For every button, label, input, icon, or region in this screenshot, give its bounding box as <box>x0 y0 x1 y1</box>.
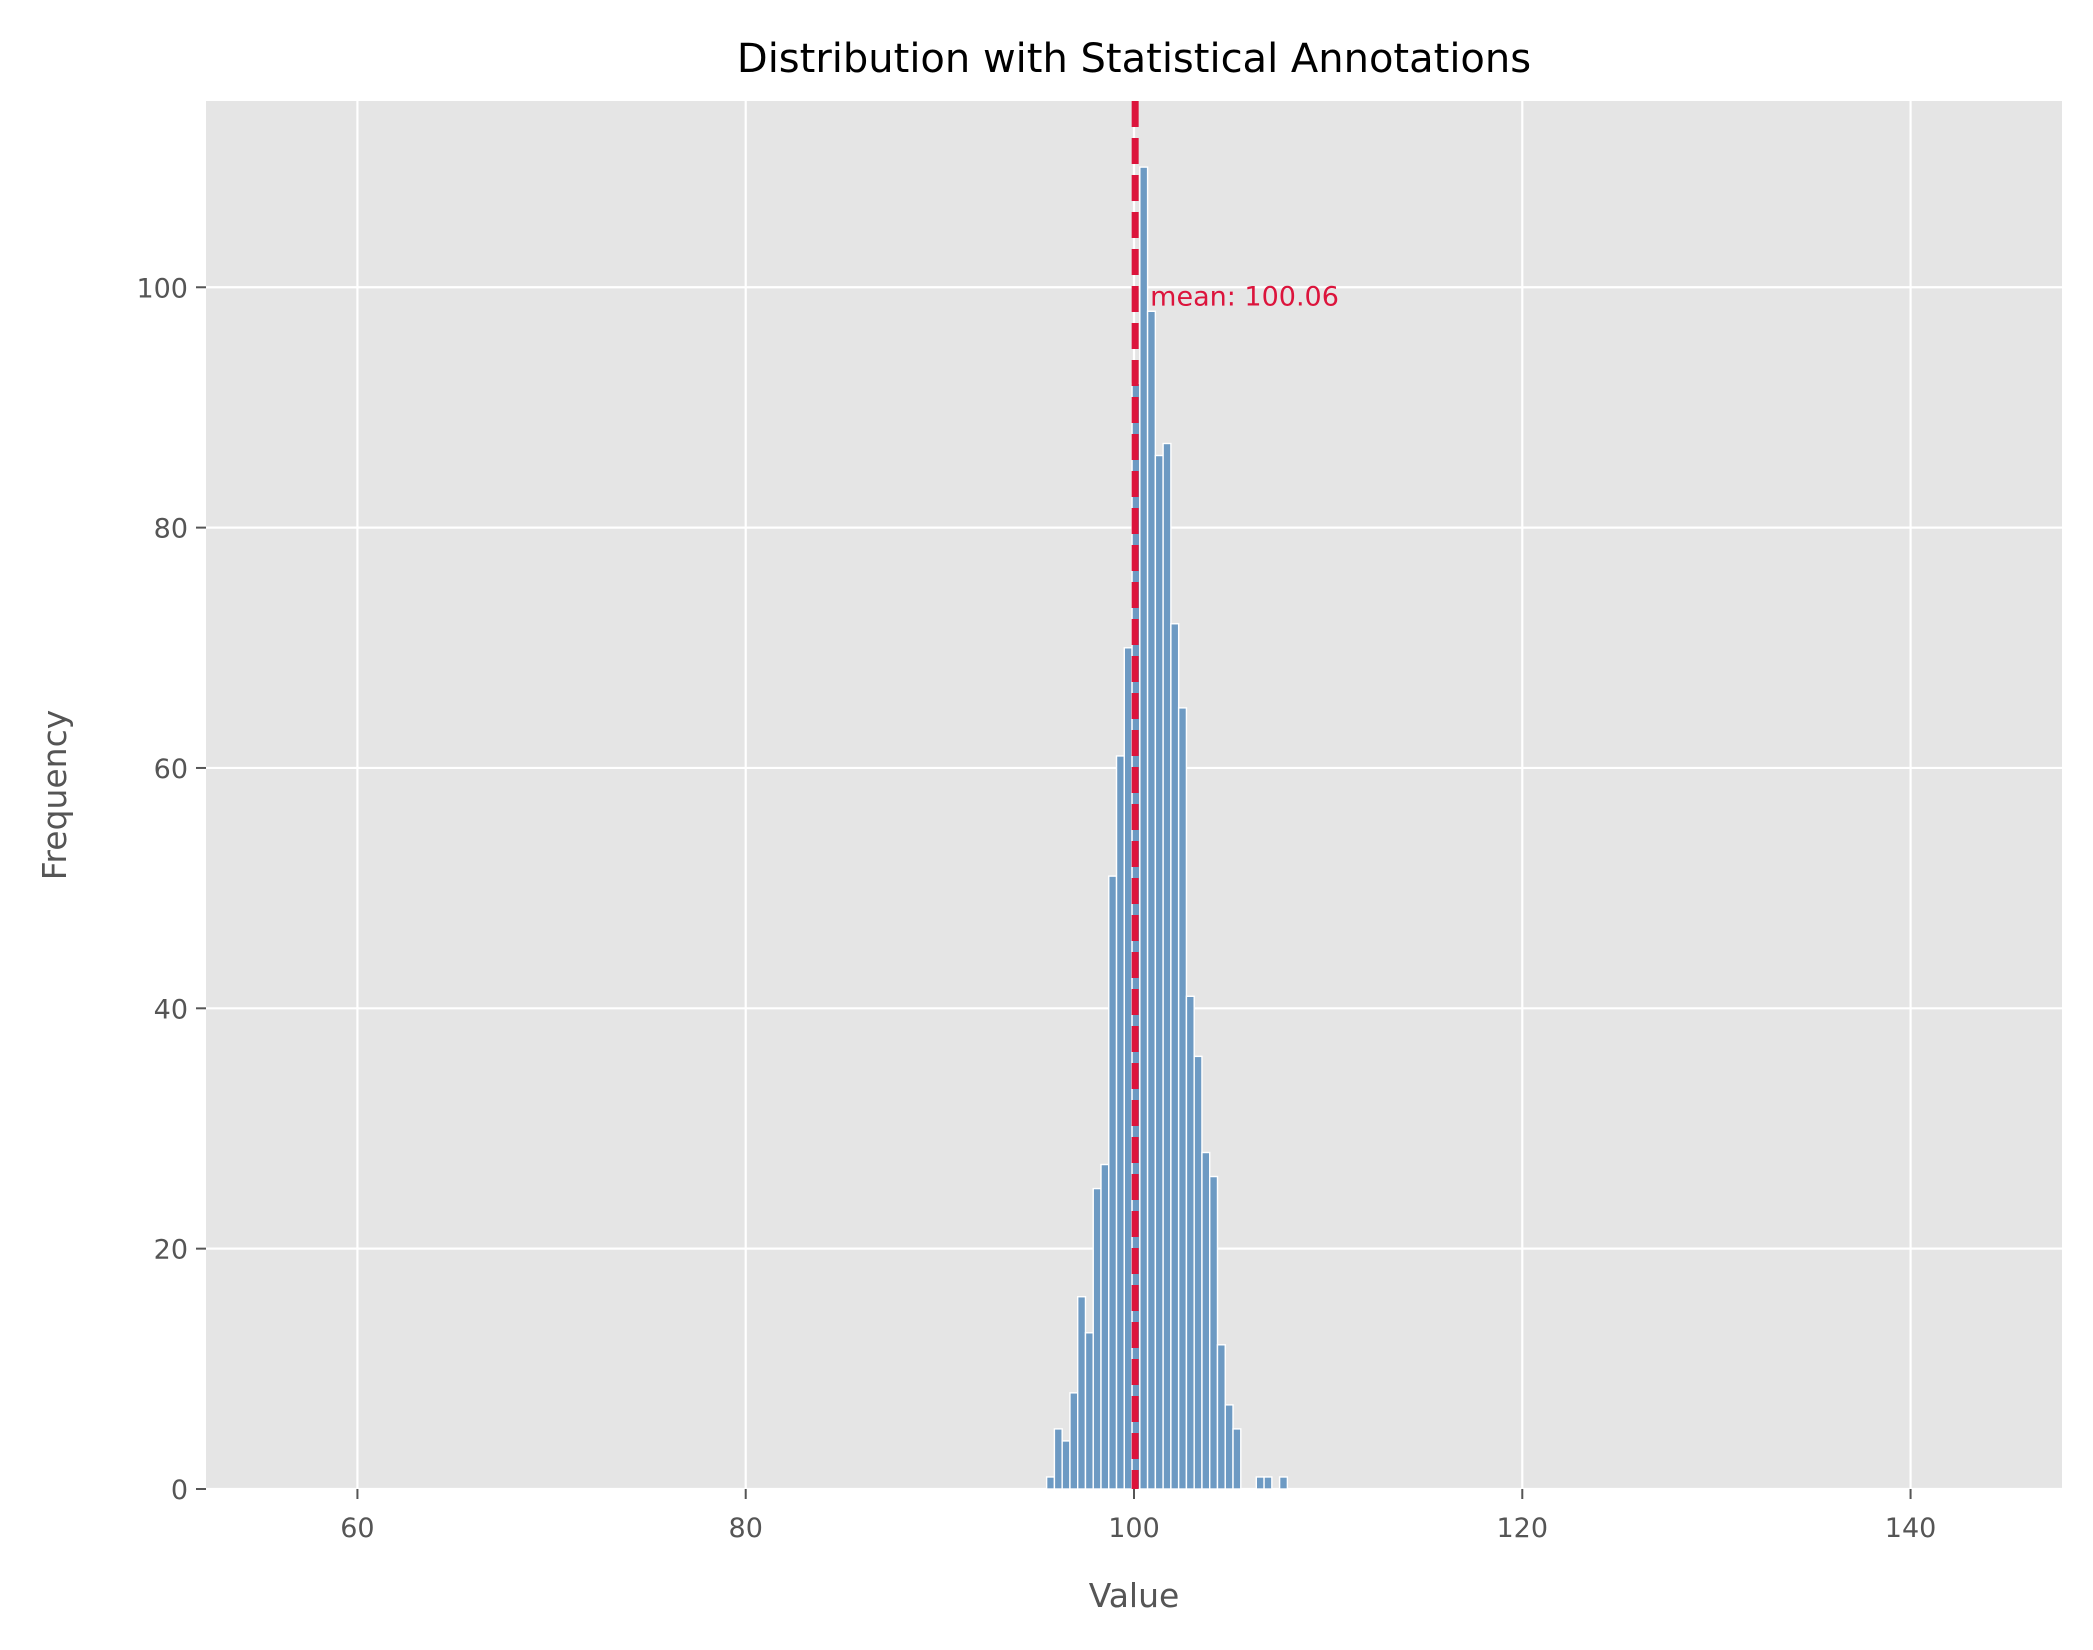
y-tick-label-0: 0 <box>171 1475 188 1506</box>
x-axis-label: Value <box>1089 1576 1180 1615</box>
histogram-bar <box>1108 875 1118 1490</box>
histogram-bar <box>1154 454 1164 1490</box>
y-tick-label-20: 20 <box>154 1235 188 1266</box>
histogram-bar <box>1232 1428 1242 1490</box>
histogram-bar <box>1278 1476 1289 1490</box>
x-tick-label-120: 120 <box>1497 1513 1549 1544</box>
histogram-bar <box>1100 1163 1110 1490</box>
x-tick-label-60: 60 <box>340 1513 374 1544</box>
histogram-bar <box>1146 310 1157 1490</box>
histogram-bar <box>1115 755 1125 1490</box>
histogram-bars <box>1045 166 1289 1490</box>
histogram-bar <box>1123 647 1133 1490</box>
histogram-bar <box>1061 1440 1071 1490</box>
histogram-bar <box>1045 1476 1056 1490</box>
histogram-bar <box>1185 995 1195 1490</box>
histogram-bar <box>1216 1344 1226 1490</box>
mean-label: mean: 100.06 <box>1150 281 1339 312</box>
y-tick-label-80: 80 <box>154 514 188 545</box>
x-tick-label-100: 100 <box>1108 1513 1160 1544</box>
histogram-bar <box>1170 623 1180 1490</box>
y-axis-label: Frequency <box>35 710 74 880</box>
y-tick-label-100: 100 <box>136 273 188 304</box>
histogram-bar <box>1201 1151 1211 1490</box>
histogram-bar <box>1076 1296 1087 1490</box>
y-tick-label-60: 60 <box>154 754 188 785</box>
mean-annotation: mean: 100.06 <box>1131 101 1339 1489</box>
histogram-bar <box>1139 166 1149 1490</box>
axis-ticks: 60 80 100 120 140 0 20 40 60 80 100 <box>136 273 1936 1544</box>
histogram-bar <box>1255 1476 1265 1490</box>
histogram-bar <box>1263 1476 1273 1490</box>
histogram-bar <box>1209 1175 1219 1490</box>
histogram-bar <box>1069 1392 1079 1490</box>
chart-title: Distribution with Statistical Annotation… <box>737 36 1531 82</box>
histogram-bar <box>1193 1055 1203 1490</box>
histogram-bar <box>1053 1428 1063 1490</box>
x-tick-label-140: 140 <box>1885 1513 1937 1544</box>
histogram-bar <box>1177 707 1188 1490</box>
histogram-bar <box>1162 442 1172 1490</box>
histogram-bar <box>1224 1404 1234 1490</box>
histogram-bar <box>1092 1187 1102 1490</box>
x-tick-label-80: 80 <box>729 1513 763 1544</box>
y-tick-label-40: 40 <box>154 994 188 1025</box>
histogram-bar <box>1084 1332 1094 1490</box>
